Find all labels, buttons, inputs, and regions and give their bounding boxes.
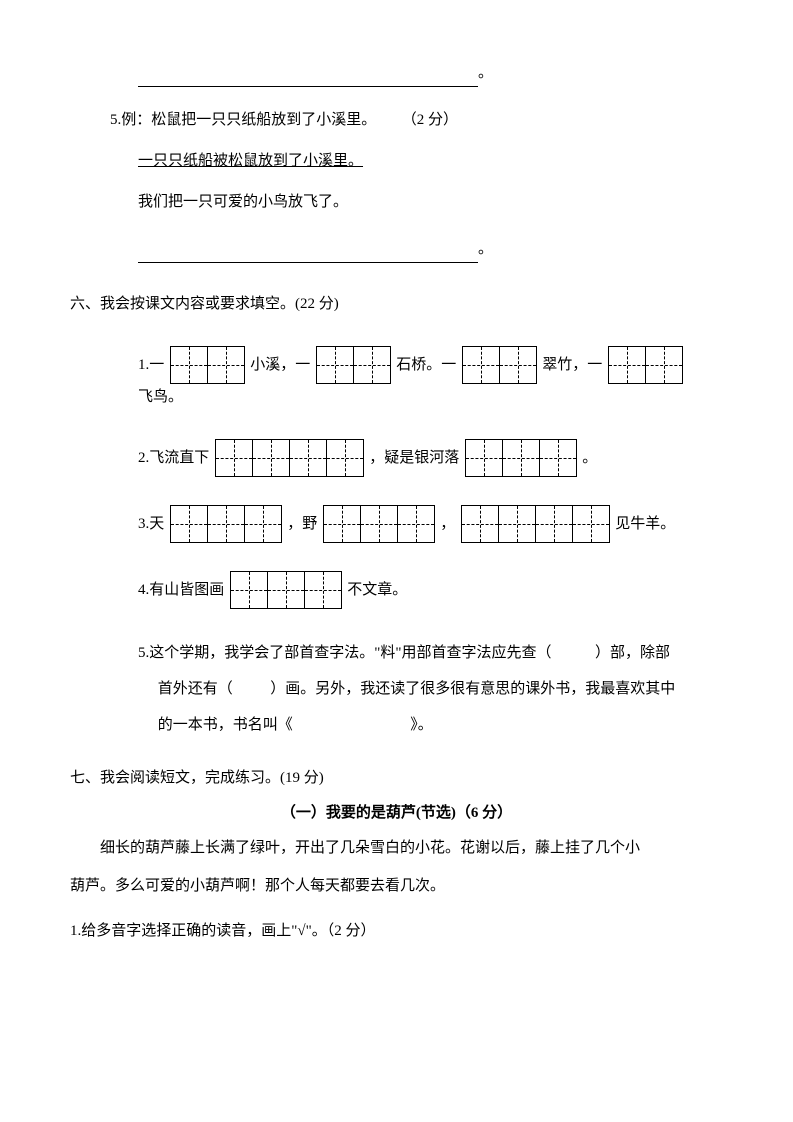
char-boxes-4 (461, 505, 609, 543)
six-item-3: 3.天 ，野 ， 见牛羊。 (138, 505, 723, 543)
q5-prompt-line: 我们把一只可爱的小鸟放飞了。 (70, 189, 723, 216)
six-5-b: ）部，除部 (595, 645, 670, 661)
blank-answer-line: 。 (70, 60, 723, 87)
six-1-c: 石桥。一 (396, 352, 456, 379)
reading-title: （一）我要的是葫芦(节选)（6 分） (70, 800, 723, 827)
q5-points: （2 分） (402, 112, 458, 128)
six-3-c: ， (440, 511, 455, 538)
six-2-a: 2.飞流直下 (138, 445, 209, 472)
reading-body-1: 细长的葫芦藤上长满了绿叶，开出了几朵雪白的小花。花谢以后，藤上挂了几个小 (70, 833, 723, 865)
six-item-1: 1.一 小溪，一 石桥。一 翠竹，一 飞鸟。 (138, 346, 723, 411)
six-4-a: 4.有山皆图画 (138, 577, 224, 604)
six-item-4: 4.有山皆图画 不文章。 (138, 571, 723, 609)
six-item-2: 2.飞流直下 ，疑是银河落 。 (138, 439, 723, 477)
char-boxes-3 (170, 505, 281, 543)
six-item-5: 5.这个学期，我学会了部首查字法。"料"用部首查字法应先查（ ）部，除部 首外还… (138, 635, 723, 743)
six-1-e: 飞鸟。 (138, 384, 183, 411)
section-six-header: 六、我会按课文内容或要求填空。(22 分) (70, 291, 723, 318)
q5-example-line: 一只只纸船被松鼠放到了小溪里。 (70, 148, 723, 175)
six-3-b: ，野 (287, 511, 317, 538)
six-1-d: 翠竹，一 (542, 352, 602, 379)
period: 。 (478, 65, 493, 81)
char-boxes-4 (215, 439, 363, 477)
q5-prompt: 我们把一只可爱的小鸟放飞了。 (138, 194, 348, 210)
six-5-c: 首外还有（ (158, 681, 233, 697)
q5-example: 一只只纸船被松鼠放到了小溪里。 (138, 153, 363, 169)
blank-underline (138, 68, 478, 87)
reading-title-text: （一）我要的是葫芦(节选)（6 分） (281, 805, 512, 821)
six-5-f: 》。 (410, 717, 433, 733)
char-boxes-3 (323, 505, 434, 543)
char-boxes-2 (462, 346, 536, 384)
six-3-d: 见牛羊。 (615, 511, 675, 538)
six-1-a: 1.一 (138, 352, 164, 379)
six-4-b: 不文章。 (347, 577, 407, 604)
six-5-a: 5.这个学期，我学会了部首查字法。"料"用部首查字法应先查（ (138, 645, 552, 661)
q5-label-line: 5.例：松鼠把一只只纸船放到了小溪里。 （2 分） (70, 107, 723, 134)
section-seven-header: 七、我会阅读短文，完成练习。(19 分) (70, 765, 723, 792)
char-boxes-2 (170, 346, 244, 384)
six-2-c: 。 (582, 445, 597, 472)
six-1-b: 小溪，一 (250, 352, 310, 379)
char-boxes-3 (230, 571, 341, 609)
six-3-a: 3.天 (138, 511, 164, 538)
six-2-b: ，疑是银河落 (369, 445, 459, 472)
char-boxes-3 (465, 439, 576, 477)
reading-body-2: 葫芦。多么可爱的小葫芦啊！那个人每天都要去看几次。 (70, 871, 723, 903)
q5-blank-answer: 。 (70, 236, 723, 263)
six-5-e: 的一本书，书名叫《 (158, 717, 293, 733)
blank-underline (138, 244, 478, 263)
period: 。 (478, 241, 493, 257)
char-boxes-2 (608, 346, 682, 384)
char-boxes-2 (316, 346, 390, 384)
seven-q1: 1.给多音字选择正确的读音，画上"√"。（2 分） (70, 918, 723, 945)
six-5-d: ）画。另外，我还读了很多很有意思的课外书，我最喜欢其中 (270, 681, 675, 697)
q5-label: 5.例：松鼠把一只只纸船放到了小溪里。 (110, 112, 376, 128)
